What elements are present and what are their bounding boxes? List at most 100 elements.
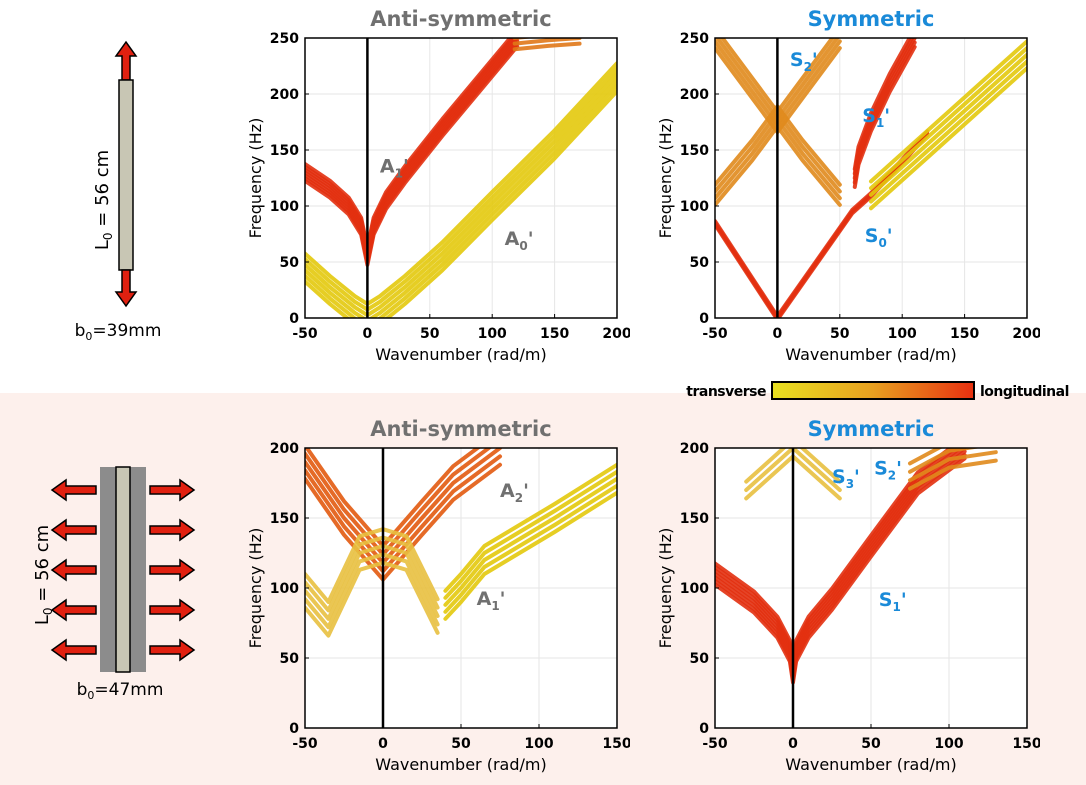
plot-frame <box>714 37 1028 319</box>
x-tick-label: 150 <box>540 326 569 342</box>
x-tick-label: -50 <box>702 326 728 342</box>
series-line <box>869 59 1027 204</box>
series-line <box>305 38 513 250</box>
x-tick-label: 100 <box>478 326 507 342</box>
mode-label: S1' <box>862 105 890 130</box>
y-tick-label: 250 <box>270 31 299 47</box>
series-line <box>305 448 502 565</box>
width-label-top: b0=39mm <box>75 321 162 343</box>
arrow-left-icon <box>50 478 97 502</box>
series-line <box>443 490 617 621</box>
x-tick-label: -50 <box>292 736 318 752</box>
series-line <box>305 527 440 604</box>
y-tick-label: 0 <box>289 721 299 737</box>
series-line <box>443 483 617 614</box>
arrow-up-icon <box>114 40 138 81</box>
y-tick-label: 200 <box>270 441 299 457</box>
chart-top-right: -50 0 50 100 150 200050100150200250SymmetricW… <box>656 7 1040 364</box>
mode-label: S1' <box>879 589 907 614</box>
arrow-left-icon <box>50 518 97 542</box>
colorbar-gradient <box>771 381 975 400</box>
series-line <box>443 462 617 593</box>
strip-bar <box>118 79 134 271</box>
arrow-left-icon <box>50 558 97 582</box>
side-arrows <box>50 478 196 662</box>
y-axis-label: Frequency (Hz) <box>246 528 265 649</box>
series-line <box>869 46 1027 191</box>
x-axis-label: Wavenumber (rad/m) <box>785 755 956 774</box>
series-line <box>869 39 1027 184</box>
y-tick-label: 0 <box>699 311 709 327</box>
x-tick-label: -50 <box>702 736 728 752</box>
arrow-right-icon <box>149 478 196 502</box>
length-label-bottom: L0 = 56 cm <box>32 525 55 625</box>
plot-area <box>715 38 1027 318</box>
y-tick-label: 250 <box>680 31 709 47</box>
arrow-down-icon <box>114 269 138 308</box>
arrow-right-icon <box>149 518 196 542</box>
series-line <box>305 462 502 582</box>
x-tick-label: 150 <box>1012 736 1040 752</box>
chart-title: Anti-symmetric <box>370 7 551 31</box>
series-line <box>305 448 493 557</box>
series-line <box>305 535 440 613</box>
series-line <box>305 454 502 574</box>
x-tick-label: 0 <box>363 326 373 342</box>
arrow-right-icon <box>149 558 196 582</box>
plot-frame <box>304 37 618 319</box>
length-label-top: L0 = 56 cm <box>92 150 115 250</box>
strip-bar <box>115 466 131 673</box>
colorbar-left-label: transverse <box>686 384 766 400</box>
series-line <box>305 78 617 318</box>
y-tick-label: 100 <box>270 581 299 597</box>
chart-bottom-left: -50 0 50 100 150050100150200Anti-symmetricWa… <box>246 417 630 774</box>
width-label-bottom: b0=47mm <box>77 680 164 702</box>
y-axis-label: Frequency (Hz) <box>656 528 675 649</box>
x-tick-label: 0 <box>773 326 783 342</box>
x-tick-label: 150 <box>950 326 979 342</box>
y-tick-label: 200 <box>680 87 709 103</box>
clamp-left <box>100 467 116 672</box>
x-tick-label: 200 <box>1012 326 1040 342</box>
y-tick-label: 150 <box>680 511 709 527</box>
series-line <box>852 38 912 172</box>
chart-title: Symmetric <box>808 417 935 441</box>
mode-label: S0' <box>865 225 893 250</box>
x-tick-label: 100 <box>524 736 553 752</box>
mode-label: S2' <box>874 458 902 483</box>
colorbar: transverse longitudinal <box>686 381 1069 400</box>
mode-label: A0' <box>505 228 534 253</box>
arrow-right-icon <box>149 598 196 622</box>
y-tick-label: 50 <box>280 651 300 667</box>
clamp-right <box>130 467 146 672</box>
series-line <box>305 72 617 318</box>
series-line <box>443 469 617 600</box>
x-tick-label: 50 <box>830 326 850 342</box>
y-tick-label: 150 <box>680 143 709 159</box>
x-tick-label: 150 <box>602 736 630 752</box>
series-line <box>908 450 998 483</box>
y-tick-label: 0 <box>699 721 709 737</box>
chart-title: Symmetric <box>808 7 935 31</box>
series-line <box>443 476 617 607</box>
series-line <box>305 89 617 318</box>
series-line <box>744 448 842 492</box>
y-tick-label: 50 <box>280 255 300 271</box>
arrow-left-icon <box>50 598 97 622</box>
series-line <box>512 41 582 52</box>
series-line <box>908 448 982 474</box>
mode-label: A2' <box>500 480 529 505</box>
x-axis-label: Wavenumber (rad/m) <box>375 755 546 774</box>
x-axis-label: Wavenumber (rad/m) <box>375 345 546 364</box>
series-line <box>869 66 1027 211</box>
x-axis-label: Wavenumber (rad/m) <box>785 345 956 364</box>
y-axis-label: Frequency (Hz) <box>656 118 675 239</box>
chart-top-left: -50 0 50 100 150 200050100150200250Anti-symme… <box>246 7 630 364</box>
strip-schematic-bottom: L0 = 56 cm b0=47mm <box>32 466 196 702</box>
series-line <box>305 83 617 318</box>
y-tick-label: 150 <box>270 143 299 159</box>
chart-bottom-right: -50 0 50 100 150050100150200SymmetricWavenum… <box>656 417 1040 774</box>
series-line <box>305 448 481 548</box>
x-tick-label: 50 <box>420 326 440 342</box>
series-line <box>908 458 998 491</box>
